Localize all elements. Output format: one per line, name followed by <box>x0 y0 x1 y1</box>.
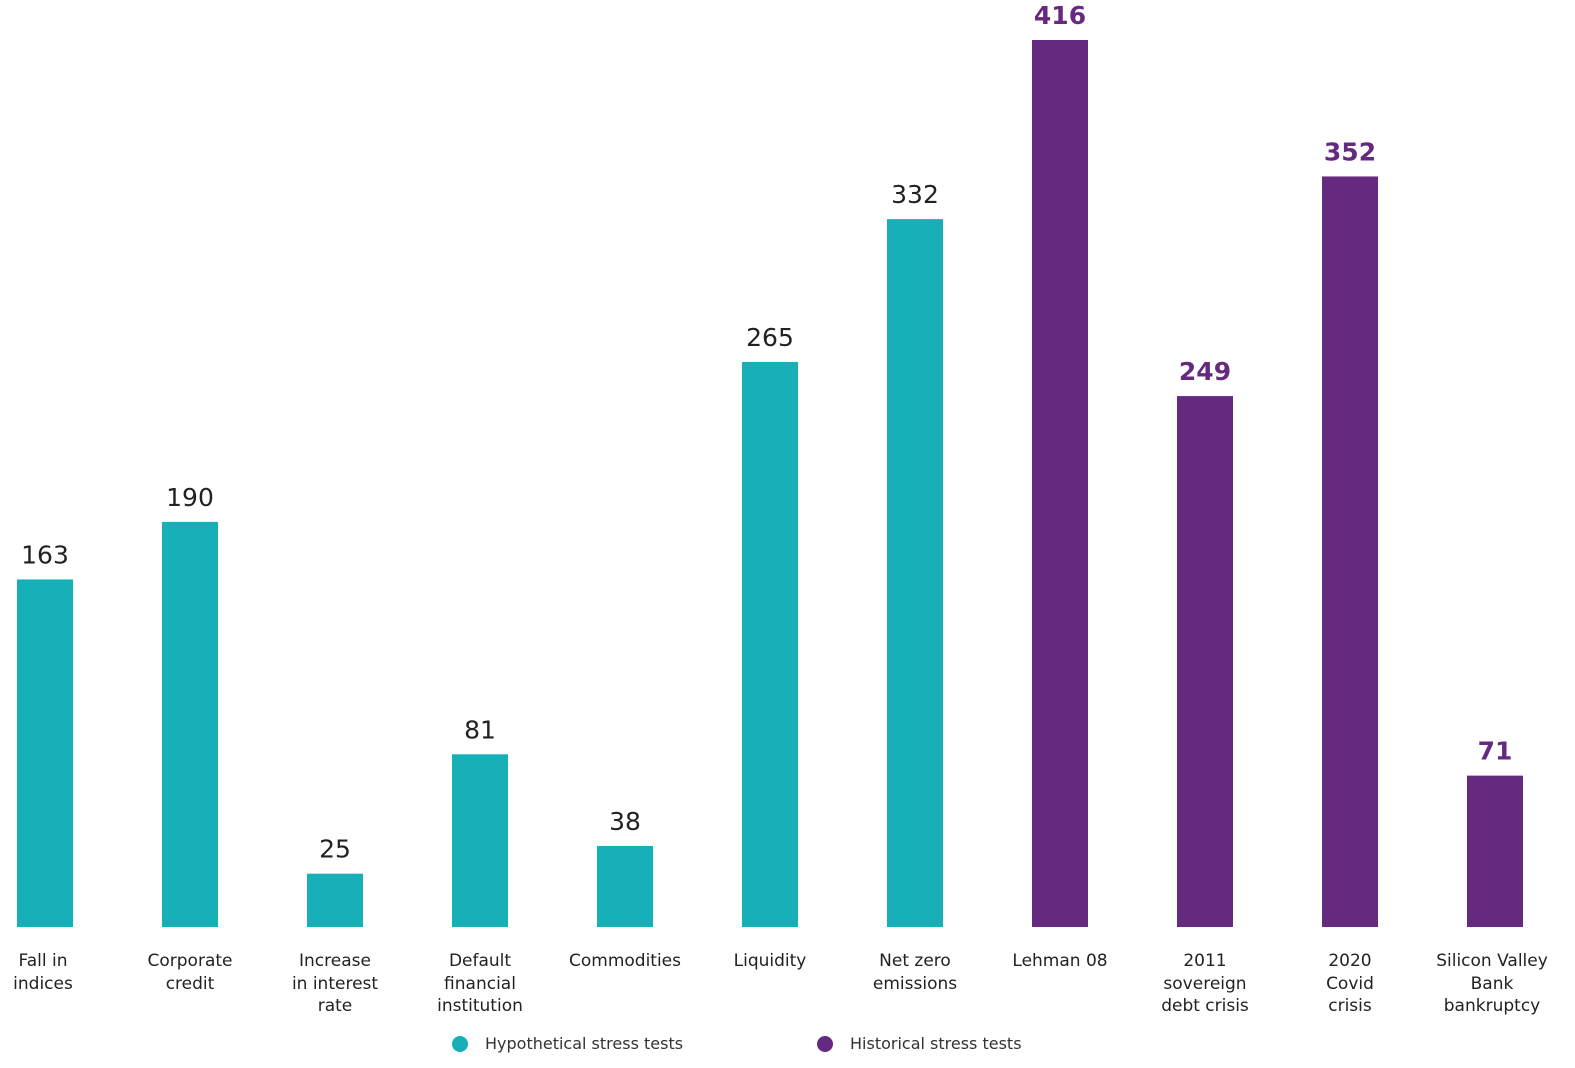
bar-chart: 163 190 25 81 38 265 332 416 249 352 71 <box>17 1 1523 927</box>
data-label: 25 <box>319 835 351 864</box>
category-label: 2011 sovereign debt crisis <box>1161 951 1249 1016</box>
data-label: 265 <box>746 323 794 352</box>
bar-hypothetical <box>887 219 943 927</box>
bar-hypothetical <box>452 754 508 927</box>
data-label: 332 <box>891 180 939 209</box>
data-label: 416 <box>1034 1 1086 30</box>
legend-item-historical: Historical stress tests <box>817 1034 1022 1053</box>
bar-historical <box>1322 176 1378 927</box>
data-label: 163 <box>21 540 69 569</box>
data-label: 249 <box>1179 357 1231 386</box>
bar-hypothetical <box>17 579 73 927</box>
legend-swatch-hypothetical <box>452 1035 468 1052</box>
category-label: Corporate credit <box>147 951 233 994</box>
legend-label-hypothetical: Hypothetical stress tests <box>485 1034 684 1053</box>
data-label: 81 <box>464 715 496 744</box>
bar-hypothetical <box>162 521 218 927</box>
data-label: 352 <box>1324 137 1376 166</box>
bar-hypothetical <box>597 845 653 927</box>
category-label: Default financial institution <box>437 951 523 1016</box>
bar-historical <box>1467 775 1523 927</box>
bar-hypothetical <box>307 873 363 927</box>
category-label: Silicon Valley Bank bankruptcy <box>1436 951 1548 1016</box>
category-label: Net zero emissions <box>872 951 958 994</box>
category-label: Fall in indices <box>13 951 73 994</box>
bar-historical <box>1032 40 1088 927</box>
data-label: 71 <box>1478 737 1513 766</box>
category-label: 2020 Covid crisis <box>1326 951 1374 1016</box>
legend-label-historical: Historical stress tests <box>850 1034 1022 1053</box>
legend-swatch-historical <box>817 1035 833 1052</box>
category-label: Liquidity <box>733 951 807 971</box>
category-label: Lehman 08 <box>1012 951 1108 971</box>
category-label: Commodities <box>568 951 681 971</box>
category-label: Increase in interest rate <box>291 951 379 1016</box>
legend-item-hypothetical: Hypothetical stress tests <box>452 1034 683 1053</box>
bar-hypothetical <box>742 361 798 927</box>
bar-historical <box>1177 396 1233 927</box>
data-label: 190 <box>166 483 214 512</box>
data-label: 38 <box>609 807 641 836</box>
